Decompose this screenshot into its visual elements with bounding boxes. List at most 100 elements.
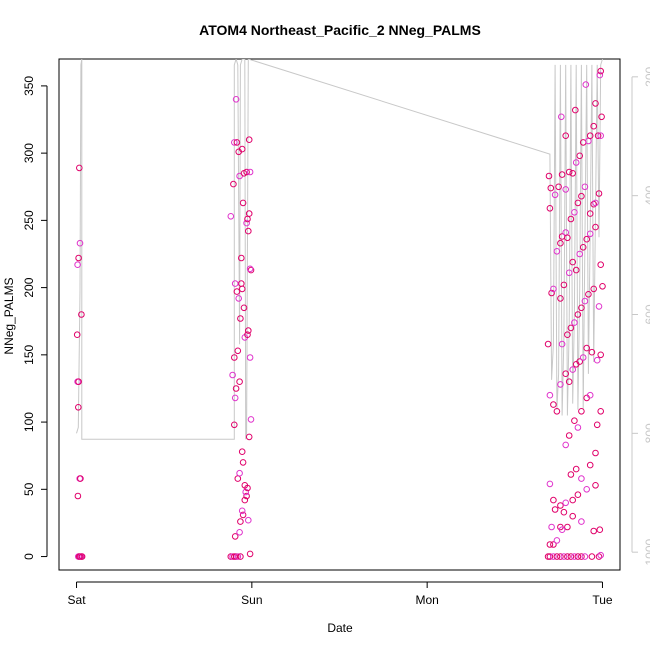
data-point xyxy=(240,304,248,312)
data-point xyxy=(238,448,246,456)
data-point xyxy=(77,475,84,482)
data-point xyxy=(75,254,82,262)
data-point xyxy=(239,459,247,466)
data-point xyxy=(247,266,255,274)
data-point xyxy=(574,491,582,499)
y-tick-label: 150 xyxy=(22,345,36,365)
data-point xyxy=(597,551,605,559)
data-point xyxy=(574,553,582,560)
data-point xyxy=(227,213,235,220)
data-point xyxy=(560,553,568,560)
data-point xyxy=(583,344,591,352)
data-point xyxy=(231,354,238,361)
data-point xyxy=(585,137,592,145)
data-point xyxy=(586,461,594,469)
data-point xyxy=(241,496,249,504)
data-point xyxy=(76,164,83,172)
data-point xyxy=(233,288,241,295)
data-point xyxy=(581,553,589,560)
data-point xyxy=(578,304,585,312)
data-point xyxy=(564,553,571,560)
data-point xyxy=(595,190,603,197)
data-point xyxy=(232,385,240,392)
data-point xyxy=(550,496,557,504)
data-point xyxy=(548,523,555,531)
data-point xyxy=(579,244,587,251)
data-point xyxy=(547,184,555,192)
data-point xyxy=(597,67,605,75)
data-point xyxy=(564,234,571,242)
data-point xyxy=(237,315,244,322)
data-point xyxy=(235,295,242,302)
data-point xyxy=(231,280,239,287)
data-point xyxy=(590,527,598,535)
y-tick-label: 350 xyxy=(22,76,36,96)
data-point xyxy=(590,122,598,130)
data-point xyxy=(231,533,239,540)
x-tick-label: Sat xyxy=(68,593,87,607)
y-tick-label: 100 xyxy=(22,412,36,432)
data-point xyxy=(574,424,582,431)
y-tick-label: 200 xyxy=(22,277,36,297)
data-point xyxy=(545,172,553,180)
data-point xyxy=(588,348,596,356)
data-point xyxy=(246,550,254,558)
data-point xyxy=(553,553,561,560)
data-point xyxy=(557,381,564,388)
data-point xyxy=(592,223,599,231)
data-point xyxy=(595,303,603,310)
data-point xyxy=(588,553,596,560)
data-point xyxy=(546,480,554,488)
data-point xyxy=(567,553,575,560)
x-tick-label: Sun xyxy=(241,593,262,607)
data-point xyxy=(565,378,573,386)
data-point xyxy=(238,280,245,287)
data-point xyxy=(567,215,575,223)
data-point xyxy=(583,486,591,493)
data-point xyxy=(597,408,605,415)
data-point xyxy=(239,511,247,519)
data-point xyxy=(571,209,578,216)
data-point xyxy=(572,465,580,473)
data-point xyxy=(237,518,244,525)
data-point xyxy=(578,408,585,415)
data-point xyxy=(550,541,557,548)
data-point xyxy=(571,553,578,560)
data-point xyxy=(586,230,594,238)
data-point xyxy=(551,191,559,199)
y-tick-label: 250 xyxy=(22,210,36,230)
data-point xyxy=(562,441,570,449)
data-point xyxy=(558,340,566,348)
data-point xyxy=(557,553,564,560)
data-point xyxy=(236,378,243,386)
data-point xyxy=(592,449,599,457)
data-point xyxy=(562,132,570,139)
x-axis-label: Date xyxy=(327,621,353,635)
data-point xyxy=(239,199,247,207)
data-point xyxy=(243,168,250,176)
data-point xyxy=(244,331,251,339)
data-point xyxy=(562,499,570,507)
data-point xyxy=(78,311,85,318)
data-point xyxy=(557,295,564,302)
data-point xyxy=(546,541,554,548)
data-point xyxy=(597,351,605,359)
data-point xyxy=(551,506,559,513)
y-axis-label: NNeg_PALMS xyxy=(2,277,16,354)
data-point xyxy=(74,492,82,500)
data-point xyxy=(546,391,554,399)
data-point xyxy=(569,170,577,177)
data-point xyxy=(243,219,250,227)
points-layer xyxy=(73,67,606,560)
data-point xyxy=(569,258,577,266)
data-point xyxy=(245,327,252,334)
data-point xyxy=(578,518,585,525)
data-point xyxy=(594,132,602,139)
data-point xyxy=(590,285,598,293)
data-point xyxy=(247,416,255,423)
data-point xyxy=(596,526,604,534)
data-point xyxy=(550,553,557,560)
data-point xyxy=(245,516,252,524)
y2-tick-label: 400 xyxy=(643,185,650,205)
